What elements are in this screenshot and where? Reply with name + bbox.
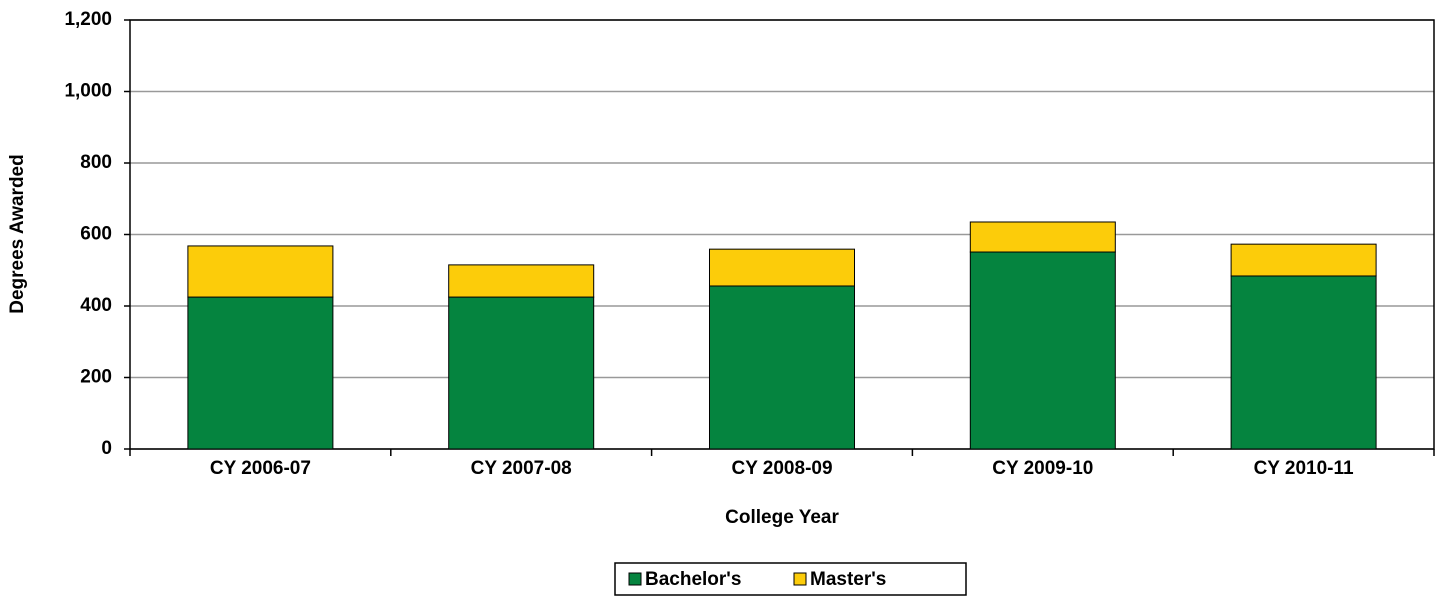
x-tick-label: CY 2010-11 [1254,458,1354,479]
bar-segment [1230,275,1377,450]
bar-segment [708,248,856,287]
bar-segment [448,296,595,450]
bar-segment [969,251,1116,450]
legend-swatch [793,572,807,586]
legend-swatch [628,572,642,586]
bar-segment [708,285,856,450]
bar-segment [448,264,595,298]
x-tick-label: CY 2008-09 [731,458,832,479]
y-tick-label: 0 [101,438,112,459]
bar-segment [969,221,1116,253]
y-tick-label: 1,200 [64,9,112,30]
bar-segment [187,245,334,298]
y-tick-label: 800 [80,152,112,173]
y-axis-title: Degrees Awarded [7,154,28,313]
x-tick-label: CY 2006-07 [210,458,311,479]
y-tick-label: 1,000 [64,81,112,102]
x-axis-title: College Year [725,507,839,528]
bar-segment [187,296,334,450]
y-tick-label: 400 [80,295,112,316]
y-tick-label: 600 [80,224,112,245]
legend-box [614,562,967,596]
legend-label: Master's [810,569,886,590]
x-tick-label: CY 2009-10 [992,458,1093,479]
y-tick-label: 200 [80,367,112,388]
legend-label: Bachelor's [645,569,741,590]
x-tick-label: CY 2007-08 [471,458,572,479]
bar-segment [1230,243,1377,277]
